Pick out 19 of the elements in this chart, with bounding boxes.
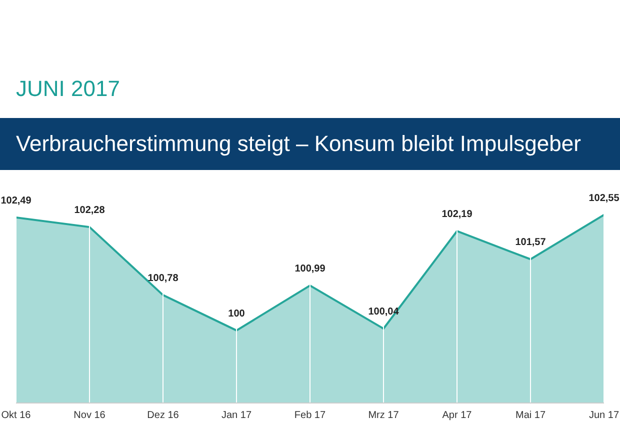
x-tick-label: Jan 17 xyxy=(221,410,252,422)
x-tick-label: Dez 16 xyxy=(147,410,180,422)
data-label: 100 xyxy=(228,308,246,320)
data-label: 101,57 xyxy=(515,237,546,248)
x-tick-label: Mrz 17 xyxy=(368,410,400,422)
data-label: 102,28 xyxy=(74,205,106,216)
data-label: 100,78 xyxy=(148,273,179,284)
data-label: 102,49 xyxy=(0,196,32,207)
x-tick-label: Mai 17 xyxy=(515,410,546,422)
data-label: 100,99 xyxy=(294,264,326,275)
data-label: 102,19 xyxy=(442,209,473,220)
x-tick-label: Okt 16 xyxy=(1,410,32,422)
chart-subtitle: Verbraucherstimmung steigt – Konsum bleibt Impulsgeber xyxy=(0,118,620,170)
x-tick-label: Jun 17 xyxy=(588,410,620,422)
data-label: 102,55 xyxy=(588,192,620,204)
x-tick-label: Feb 17 xyxy=(294,410,326,422)
chart-title: JUNI 2017 xyxy=(16,76,120,102)
x-tick-label: Apr 17 xyxy=(442,410,472,422)
x-tick-label: Nov 16 xyxy=(74,410,106,422)
